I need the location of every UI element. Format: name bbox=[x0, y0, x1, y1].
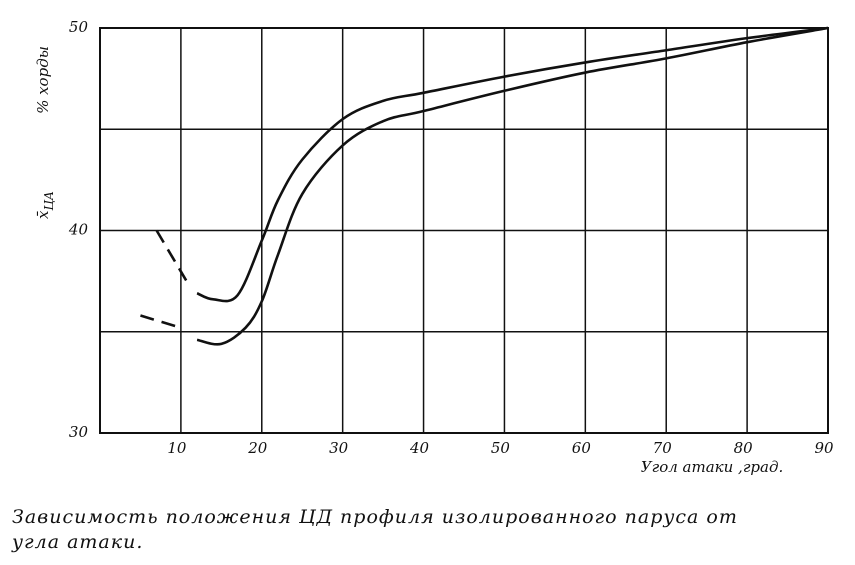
dashed-curve bbox=[140, 314, 182, 329]
x-tick-label: 40 bbox=[409, 439, 430, 457]
x-tick-label: 80 bbox=[734, 439, 754, 457]
x-tick-label: 90 bbox=[814, 439, 834, 457]
x-tick-label: 60 bbox=[572, 439, 592, 457]
y-axis-label: % хорды bbox=[34, 46, 52, 114]
y-tick-label: 50 bbox=[69, 18, 89, 36]
x-tick-label: 20 bbox=[247, 439, 268, 457]
dashed-curve bbox=[155, 229, 191, 286]
caption: Зависимость положения ЦД профиля изолиро… bbox=[12, 506, 738, 528]
symbol-subscript: ЦА bbox=[42, 191, 56, 211]
y-tick-label: 40 bbox=[68, 221, 89, 239]
x-tick-label: 10 bbox=[167, 439, 187, 457]
x-tick-label: 50 bbox=[491, 439, 511, 457]
y-axis-symbol: x̄ЦА bbox=[34, 191, 56, 219]
symbol: x̄ bbox=[34, 210, 52, 219]
x-tick-label: 30 bbox=[329, 439, 349, 457]
y-tick-label: 30 bbox=[69, 423, 89, 441]
curve bbox=[196, 26, 829, 303]
x-axis-label: Угол атаки ,град. bbox=[641, 458, 783, 476]
caption: угла атаки. bbox=[11, 531, 143, 553]
curve bbox=[196, 26, 829, 346]
x-tick-label: 70 bbox=[653, 439, 673, 457]
